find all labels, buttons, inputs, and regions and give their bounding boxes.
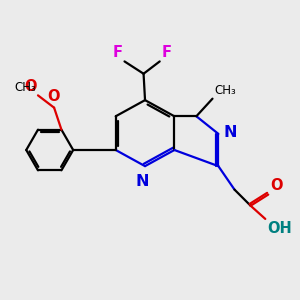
Text: F: F [112, 45, 122, 60]
Text: O: O [24, 79, 37, 94]
Text: OH: OH [267, 221, 292, 236]
Text: CH₃: CH₃ [14, 81, 36, 94]
Text: O: O [270, 178, 283, 193]
Text: F: F [162, 45, 172, 60]
Text: O: O [47, 89, 60, 104]
Text: CH₃: CH₃ [214, 84, 236, 97]
Text: N: N [136, 174, 149, 189]
Text: N: N [224, 125, 237, 140]
